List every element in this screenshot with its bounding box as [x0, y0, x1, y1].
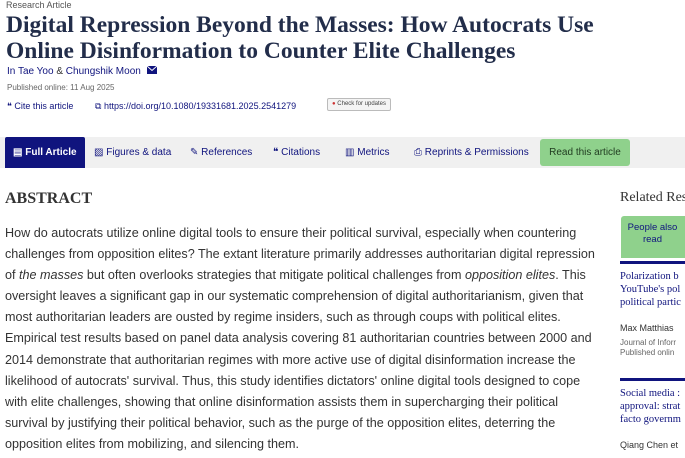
- text: How do autocrats utilize online digital …: [5, 226, 595, 283]
- text: but often overlooks strategies that miti…: [83, 268, 465, 283]
- text: . This oversight leaves a significant ga…: [5, 268, 592, 451]
- cite-text[interactable]: Cite this article: [14, 101, 74, 111]
- item-published: Published onlin: [620, 348, 675, 357]
- item-journal: Journal of Inforr: [620, 338, 677, 347]
- text-italic: opposition elites: [464, 268, 556, 283]
- tab-label[interactable]: Metrics: [357, 147, 390, 158]
- tab-label[interactable]: Reprints & Permissions: [424, 147, 529, 158]
- tab-label[interactable]: Full Article: [25, 147, 77, 158]
- author-separator: &: [56, 66, 63, 77]
- tab-label[interactable]: Figures & data: [106, 147, 172, 158]
- author[interactable]: Chungshik Moon: [65, 66, 141, 77]
- sidebar-heading: Related Research: [620, 190, 685, 205]
- tab-label[interactable]: References: [201, 147, 253, 158]
- cite-link[interactable]: ❝ Cite this article: [7, 101, 74, 111]
- read-button[interactable]: Read this article: [540, 139, 630, 166]
- article-type: Research Article: [6, 0, 72, 10]
- check-updates-text[interactable]: Check for updates: [337, 101, 386, 107]
- related-item[interactable]: Polarization b YouTube's pol political p…: [620, 270, 685, 357]
- divider: [620, 378, 685, 381]
- item-title[interactable]: YouTube's pol: [620, 284, 681, 295]
- email-icon[interactable]: [146, 65, 157, 74]
- title-line: Online Disinformation to Counter Elite C…: [6, 38, 516, 64]
- people-also-read-tab[interactable]: People also read: [621, 216, 685, 258]
- item-title[interactable]: political partic: [620, 297, 681, 308]
- tab[interactable]: ✎ References: [190, 147, 253, 158]
- title-line: Digital Repression Beyond the Masses: Ho…: [6, 12, 594, 38]
- item-author: Max Matthias: [620, 323, 674, 333]
- abstract-text: How do autocrats utilize online digital …: [5, 223, 597, 455]
- tab[interactable]: ▤ Full Article: [5, 137, 85, 168]
- divider: [620, 261, 685, 264]
- authors: In Tae Yoo & Chungshik Moon: [7, 65, 157, 77]
- abstract-heading: ABSTRACT: [5, 190, 93, 207]
- tab[interactable]: ⎙ Reprints & Permissions: [414, 147, 529, 158]
- item-title[interactable]: Polarization b: [620, 271, 679, 282]
- tab[interactable]: ▥ Metrics: [345, 147, 390, 158]
- item-title[interactable]: approval: strat: [620, 401, 681, 412]
- doi-link[interactable]: ⧉ https://doi.org/10.1080/19331681.2025.…: [95, 101, 297, 111]
- text-italic: the masses: [19, 268, 84, 283]
- item-title[interactable]: Social media :: [620, 388, 681, 399]
- tab[interactable]: ▨ Figures & data: [94, 147, 172, 158]
- check-updates[interactable]: ● Check for updates: [327, 98, 391, 111]
- doi-text[interactable]: https://doi.org/10.1080/19331681.2025.25…: [103, 101, 297, 111]
- item-title[interactable]: facto governm: [620, 414, 681, 425]
- item-author: Qiang Chen et: [620, 440, 679, 450]
- tab-label[interactable]: Citations: [281, 147, 321, 158]
- tab[interactable]: ❝ Citations: [273, 147, 321, 158]
- author[interactable]: In Tae Yoo: [7, 66, 54, 77]
- published-date: Published online: 11 Aug 2025: [7, 83, 115, 92]
- related-item[interactable]: Social media : approval: strat facto gov…: [620, 387, 685, 450]
